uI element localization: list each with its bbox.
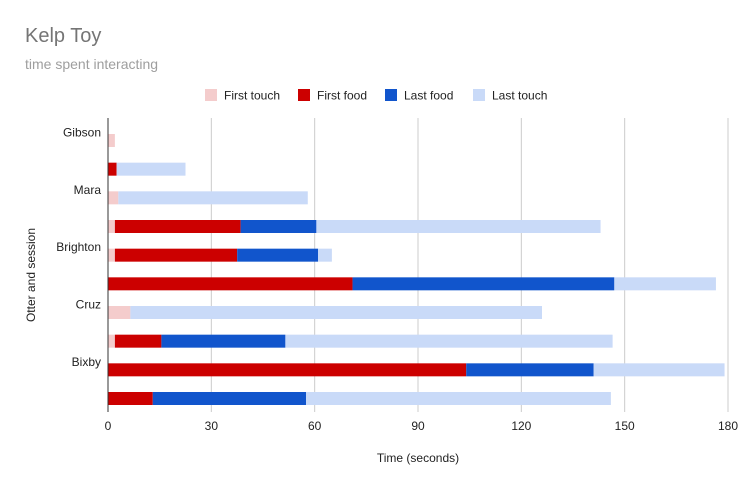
bar-segment-first-food — [114, 248, 238, 262]
bar-segment-last-food — [466, 363, 594, 377]
gridlines — [210, 118, 729, 412]
x-axis-label: Time (seconds) — [377, 451, 459, 465]
legend-label: Last food — [404, 89, 453, 103]
legend-label: First touch — [224, 89, 280, 103]
bar-segment-last-touch — [285, 334, 613, 348]
bar-segment-last-food — [152, 392, 307, 405]
bar-segment-first-touch — [108, 248, 115, 262]
bar-segment-last-touch — [130, 306, 542, 319]
chart-title: Kelp Toy — [25, 25, 102, 47]
legend-swatch — [205, 89, 217, 101]
bar-segment-last-touch — [116, 162, 186, 176]
y-category-label: Brighton — [56, 240, 101, 254]
bar-segment-first-touch — [108, 134, 115, 147]
bar-segment-first-touch — [108, 306, 131, 319]
bar-segment-last-touch — [614, 277, 716, 291]
bar-segment-first-food — [108, 392, 153, 405]
chart-subtitle: time spent interacting — [25, 56, 159, 72]
legend-swatch — [298, 89, 310, 101]
bar-segment-first-food — [114, 220, 241, 233]
bar-segment-first-food — [108, 363, 467, 377]
bar-segment-last-food — [352, 277, 615, 291]
bar-segment-first-touch — [108, 334, 115, 348]
y-axis-label: Otter and session — [24, 228, 38, 322]
legend-swatch — [385, 89, 397, 101]
x-tick-label: 180 — [718, 419, 738, 433]
bar-segment-last-food — [240, 220, 317, 233]
legend-swatch — [473, 89, 485, 101]
x-tick-label: 60 — [308, 419, 322, 433]
bar-segment-first-food — [114, 334, 162, 348]
bar-segment-last-touch — [318, 248, 332, 262]
x-tick-label: 90 — [411, 419, 425, 433]
bars — [108, 134, 725, 405]
bar-segment-last-touch — [118, 191, 308, 205]
bar-segment-first-food — [108, 162, 117, 176]
bar-segment-last-touch — [593, 363, 725, 377]
y-category-label: Bixby — [72, 355, 101, 369]
y-category-label: Gibson — [63, 126, 101, 140]
legend: First touch First food Last food Last touch — [205, 89, 547, 103]
x-tick-label: 30 — [205, 419, 219, 433]
bar-segment-last-food — [161, 334, 286, 348]
legend-label: First food — [317, 89, 367, 103]
bar-segment-first-touch — [108, 191, 119, 205]
bar-segment-first-touch — [108, 220, 115, 233]
x-tick-label: 0 — [105, 419, 112, 433]
y-category-label: Mara — [74, 183, 102, 197]
bar-segment-first-food — [108, 277, 353, 291]
x-tick-label: 150 — [615, 419, 635, 433]
x-tick-label: 120 — [511, 419, 531, 433]
y-category-label: Cruz — [76, 298, 101, 312]
bar-segment-last-touch — [316, 220, 601, 233]
bar-segment-last-food — [237, 248, 319, 262]
axes: 0 30 60 90 120 150 180 Gibson Mara Brighton Cruz Bi… — [56, 118, 738, 433]
legend-label: Last touch — [492, 89, 547, 103]
bar-segment-last-touch — [306, 392, 611, 405]
